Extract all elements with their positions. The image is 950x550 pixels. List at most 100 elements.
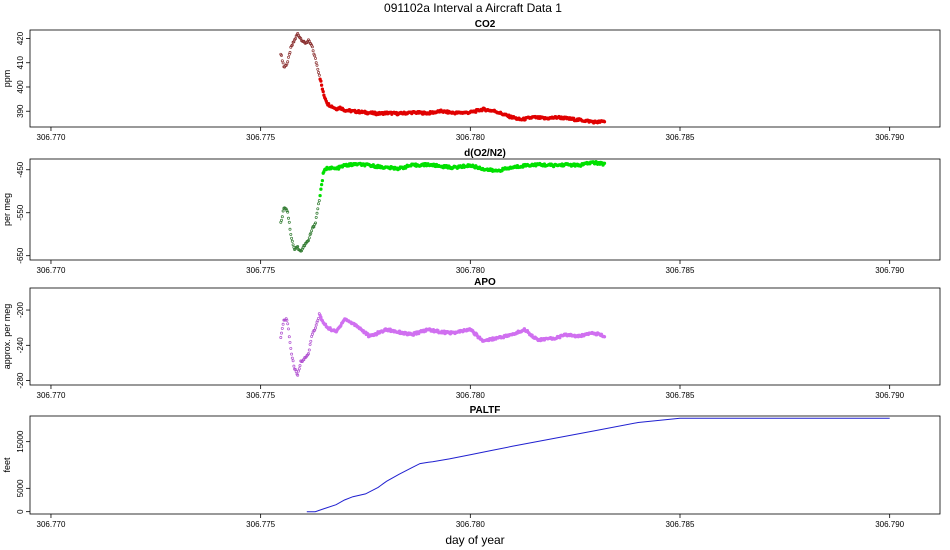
y-tick-label: -200 (16, 301, 25, 318)
series-line (306, 417, 890, 513)
x-tick-label: 306.770 (37, 133, 66, 142)
panel-title: APO (474, 277, 496, 288)
data-point (286, 322, 290, 326)
plot-frame (29, 29, 941, 128)
data-point (315, 211, 319, 215)
data-point (290, 239, 294, 243)
x-tick-label: 306.780 (456, 266, 485, 275)
x-tick-label: 306.785 (666, 133, 695, 142)
y-tick-label: -240 (16, 337, 25, 354)
data-point (309, 339, 313, 343)
y-tick-label: 15000 (16, 430, 25, 453)
x-tick-label: 306.775 (246, 266, 275, 275)
panel-title: d(O2/N2) (464, 148, 506, 159)
x-tick-label: 306.780 (456, 133, 485, 142)
data-point (287, 220, 291, 224)
data-point (289, 232, 293, 236)
data-point (307, 348, 311, 352)
data-point (280, 218, 283, 222)
data-point (281, 61, 285, 65)
data-point (319, 79, 323, 83)
data-point (287, 327, 290, 331)
x-tick-label: 306.790 (875, 391, 904, 400)
panel-1: d(O2/N2) 306.770 306.775 306.780 306.785 306.… (2, 148, 941, 275)
x-tick-label: 306.790 (875, 520, 904, 529)
y-tick-label: 390 (16, 104, 25, 118)
data-point (308, 342, 312, 346)
data-point (290, 352, 294, 356)
data-point (294, 370, 298, 374)
data-point (310, 229, 314, 233)
y-tick-label: -650 (16, 247, 25, 264)
data-point (287, 55, 290, 59)
data-point (291, 359, 295, 363)
x-tick-label: 306.775 (246, 391, 275, 400)
data-point (291, 243, 295, 247)
data-point (313, 54, 317, 58)
y-axis-label: per meg (2, 193, 12, 226)
y-tick-label: 420 (16, 31, 25, 45)
y-tick-label: -550 (16, 204, 25, 221)
data-point (300, 247, 304, 251)
data-point (290, 356, 294, 360)
x-tick-label: 306.785 (666, 266, 695, 275)
y-tick-label: 5000 (16, 479, 25, 497)
data-point (297, 369, 300, 373)
data-point (309, 231, 313, 235)
y-axis-label: ppm (2, 70, 12, 88)
y-tick-label: -450 (16, 161, 25, 178)
data-point (307, 236, 311, 240)
data-point (297, 367, 301, 371)
data-point (289, 346, 293, 350)
data-point (280, 53, 283, 57)
data-point (290, 43, 294, 47)
data-point (312, 225, 316, 229)
panel-0: CO2 306.770 306.775 306.780 306.785 306.790 39… (2, 19, 941, 142)
data-point (319, 187, 323, 191)
figure-title: 091102a Interval a Aircraft Data 1 (384, 1, 562, 15)
data-point (298, 364, 302, 368)
data-point (296, 245, 300, 249)
x-axis-label: day of year (445, 533, 504, 547)
plot-frame (29, 158, 941, 261)
data-point (280, 215, 284, 219)
x-tick-label: 306.785 (666, 520, 695, 529)
x-tick-label: 306.775 (246, 520, 275, 529)
data-point (296, 373, 300, 377)
data-point (281, 209, 285, 213)
data-point (287, 216, 290, 220)
data-point (317, 202, 320, 206)
data-point (288, 227, 292, 231)
y-tick-label: 410 (16, 56, 25, 70)
panel-2: APO 306.770 306.775 306.780 306.785 306.790 -2… (2, 277, 941, 400)
data-point (288, 51, 292, 54)
x-tick-label: 306.775 (246, 133, 275, 142)
chart-panels: CO2 306.770 306.775 306.780 306.785 306.790 39… (2, 19, 941, 529)
data-point (280, 331, 283, 335)
x-tick-label: 306.780 (456, 391, 485, 400)
data-point (319, 83, 324, 87)
x-tick-label: 306.790 (875, 133, 904, 142)
data-point (314, 221, 317, 225)
panel-3: PALTF 306.770 306.775 306.780 306.785 306.790… (2, 405, 941, 529)
data-point (281, 322, 285, 326)
data-point (310, 45, 314, 49)
data-point (306, 39, 310, 43)
data-point (314, 61, 318, 65)
panel-title: CO2 (475, 19, 496, 30)
data-point (602, 161, 607, 165)
data-point (319, 315, 323, 319)
data-point (602, 120, 607, 124)
y-tick-label: 400 (16, 80, 25, 94)
x-tick-label: 306.770 (37, 391, 66, 400)
data-point (602, 335, 607, 339)
y-tick-label: 0 (16, 509, 25, 514)
data-point (320, 178, 325, 183)
data-point (287, 335, 291, 339)
data-point (317, 71, 320, 74)
data-point (292, 364, 296, 368)
data-point (279, 336, 283, 339)
y-axis-label: feet (2, 457, 12, 473)
x-tick-label: 306.790 (875, 266, 904, 275)
